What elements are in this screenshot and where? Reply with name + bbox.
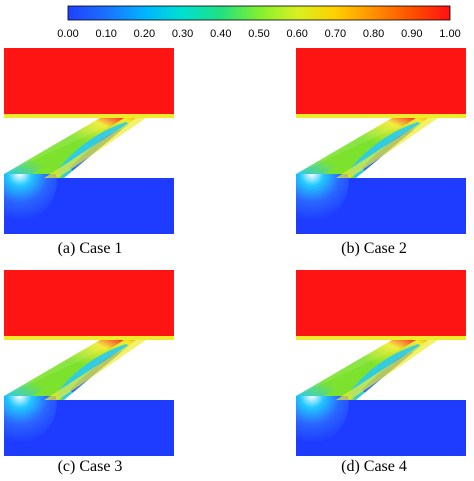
colorbar-tick-label: 0.00: [57, 28, 79, 40]
corner-mixing-zone: [296, 396, 349, 448]
solid-wall-lower: [356, 118, 466, 178]
colorbar-tick-label: 0.80: [362, 28, 385, 40]
corner-mixing-zone: [296, 174, 349, 226]
channel-upper-edge: [4, 340, 124, 396]
channel-upper-edge: [296, 340, 416, 396]
solid-wall-lower: [64, 118, 174, 178]
corner-mixing-zone: [4, 396, 57, 448]
channel-lower-edge: [336, 340, 438, 400]
colorbar-tick-label: 0.50: [248, 28, 270, 40]
channel-lower-edge: [336, 118, 438, 178]
colorbar-tick-label: 1.00: [439, 28, 461, 40]
upper-wall-shear-layer: [296, 336, 466, 340]
colorbar: 0.00 0.10 0.20 0.30 0.40 0.50 0.60 0.70 0.80 0.90…: [0, 0, 474, 44]
panel-case-4: [296, 266, 466, 456]
colorbar-tick-label: 0.30: [171, 28, 194, 40]
contour-plot-case-4: [296, 270, 466, 456]
upper-wall-shear-layer: [4, 114, 174, 118]
contour-plot-case-2: [296, 48, 466, 234]
channel-lower-edge: [44, 340, 146, 400]
colorbar-tick-label: 0.10: [95, 28, 117, 40]
caption-case-2: (b) Case 2: [341, 240, 407, 257]
panel-case-2: [296, 44, 466, 234]
caption-case-3: (c) Case 3: [57, 458, 123, 475]
colorbar-svg: [67, 5, 451, 21]
colorbar-tick-label: 0.70: [324, 28, 347, 40]
channel-upper-edge: [296, 118, 416, 174]
upper-wall-shear-layer: [296, 114, 466, 118]
colorbar-tick-label: 0.90: [401, 28, 423, 40]
panel-case-3: [4, 266, 174, 456]
contour-plot-case-3: [4, 270, 174, 456]
colorbar-tick-label: 0.60: [286, 28, 308, 40]
hot-stream-region: [296, 48, 466, 118]
panel-case-1: [4, 44, 174, 234]
hot-stream-region: [4, 48, 174, 118]
solid-wall-lower: [64, 340, 174, 400]
hot-stream-region: [296, 270, 466, 340]
colorbar-tick-label: 0.40: [210, 28, 232, 40]
caption-case-4: (d) Case 4: [341, 458, 407, 475]
upper-wall-shear-layer: [4, 336, 174, 340]
contour-plot-case-1: [4, 48, 174, 234]
solid-wall-lower: [356, 340, 466, 400]
colorbar-tick-label: 0.20: [133, 28, 156, 40]
colorbar-gradient: [67, 5, 451, 21]
hot-stream-region: [4, 270, 174, 340]
caption-case-1: (a) Case 1: [57, 240, 123, 257]
channel-upper-edge: [4, 118, 124, 174]
corner-mixing-zone: [4, 174, 57, 226]
channel-lower-edge: [44, 118, 146, 178]
